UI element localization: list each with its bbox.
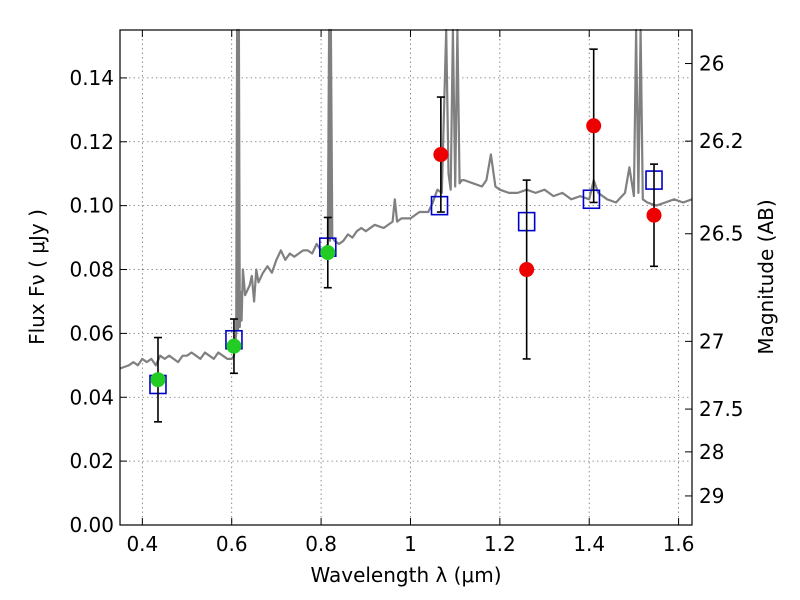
- x-tick-label: 1.4: [573, 532, 605, 556]
- ticks: 0.4 0.6 0.8 1 1.2 1.4 1.6 0.00 0.02 0.04 0.06 0.08 0…: [69, 30, 744, 556]
- y-axis-label: Flux Fν ( μJy ): [25, 209, 49, 345]
- y-tick-label: 0.12: [69, 130, 114, 154]
- y-tick-label: 0.08: [69, 258, 114, 282]
- y-tick-label: 0.14: [69, 66, 114, 90]
- model-photometry-square: [582, 189, 601, 210]
- y-tick-label: 0.00: [69, 513, 114, 537]
- y-right-tick-label: 26.5: [699, 222, 744, 246]
- y-axis-right-label: Magnitude (AB): [754, 199, 778, 354]
- y-tick-label: 0.02: [69, 449, 114, 473]
- y-right-tick-label: 27.5: [699, 397, 744, 421]
- y-tick-label: 0.04: [69, 385, 114, 409]
- y-right-tick-label: 29: [699, 484, 724, 508]
- grid: [120, 30, 692, 526]
- x-tick-label: 0.8: [305, 532, 337, 556]
- observed-flux-point: [320, 245, 336, 261]
- observed-flux-point: [433, 147, 449, 163]
- y-right-tick-label: 26.2: [699, 129, 744, 153]
- y-right-tick-label: 26: [699, 52, 724, 76]
- y-right-tick-label: 27: [699, 329, 724, 353]
- x-axis-label: Wavelength λ (μm): [310, 563, 501, 587]
- x-tick-label: 0.4: [126, 532, 158, 556]
- y-tick-label: 0.06: [69, 321, 114, 345]
- observed-flux-point: [150, 372, 166, 388]
- plot-area: [119, 28, 693, 423]
- sed-model-line: [119, 28, 693, 370]
- observed-flux-point: [226, 338, 242, 354]
- x-tick-label: 1: [404, 532, 417, 556]
- x-tick-label: 1.2: [484, 532, 516, 556]
- axes-frame: [119, 29, 693, 526]
- observed-flux-point: [646, 207, 662, 223]
- observed-flux-point: [519, 262, 535, 278]
- x-tick-label: 0.6: [216, 532, 248, 556]
- x-tick-label: 1.6: [663, 532, 695, 556]
- y-right-tick-label: 28: [699, 440, 724, 464]
- model-photometry-square: [430, 195, 449, 216]
- y-tick-label: 0.10: [69, 194, 114, 218]
- observed-flux-point: [586, 118, 602, 134]
